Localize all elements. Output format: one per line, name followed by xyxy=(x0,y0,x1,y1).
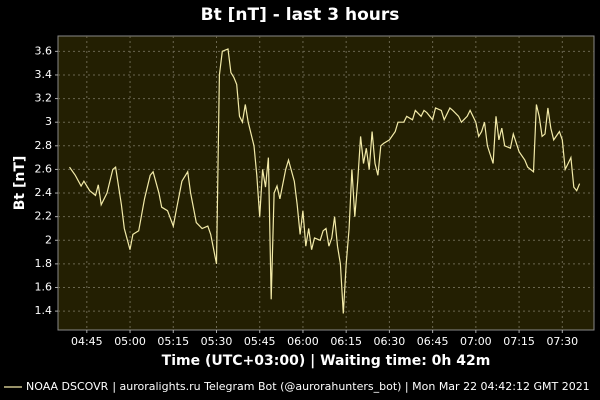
x-tick-label: 06:30 xyxy=(374,335,406,348)
x-tick-label: 04:45 xyxy=(71,335,103,348)
x-tick-label: 05:30 xyxy=(201,335,233,348)
y-tick-label: 1.4 xyxy=(35,304,53,317)
footer: | auroralights.ru Telegram Bot (@aurorah… xyxy=(112,380,589,393)
y-tick-label: 2 xyxy=(45,233,52,246)
legend-label: NOAA DSCOVR xyxy=(26,380,109,393)
y-tick-label: 3 xyxy=(45,115,52,128)
data-line xyxy=(69,48,581,314)
x-axis-label: Time (UTC+03:00) | Waiting time: 0h 42m xyxy=(162,353,491,369)
y-tick-label: 1.8 xyxy=(35,257,53,270)
y-axis-label: Bt [nT] xyxy=(12,156,28,211)
y-tick-label: 2.8 xyxy=(35,139,53,152)
x-tick-label: 05:15 xyxy=(157,335,189,348)
y-tick-label: 1.6 xyxy=(35,280,53,293)
y-tick-label: 2.4 xyxy=(35,186,53,199)
x-tick-label: 06:45 xyxy=(417,335,449,348)
chart-title: Bt [nT] - last 3 hours xyxy=(201,5,400,25)
x-tick-label: 05:45 xyxy=(244,335,276,348)
x-tick-label: 07:00 xyxy=(460,335,492,348)
y-tick-label: 3.2 xyxy=(35,92,53,105)
x-tick-label: 05:00 xyxy=(114,335,146,348)
x-tick-label: 07:30 xyxy=(546,335,578,348)
y-tick-label: 3.4 xyxy=(35,68,53,81)
x-tick-label: 06:00 xyxy=(287,335,319,348)
plot-area xyxy=(57,35,595,331)
y-tick-label: 2.2 xyxy=(35,210,53,223)
y-tick-label: 2.6 xyxy=(35,162,53,175)
y-tick-label: 3.6 xyxy=(35,44,53,57)
x-tick-label: 06:15 xyxy=(330,335,362,348)
x-tick-label: 07:15 xyxy=(503,335,535,348)
